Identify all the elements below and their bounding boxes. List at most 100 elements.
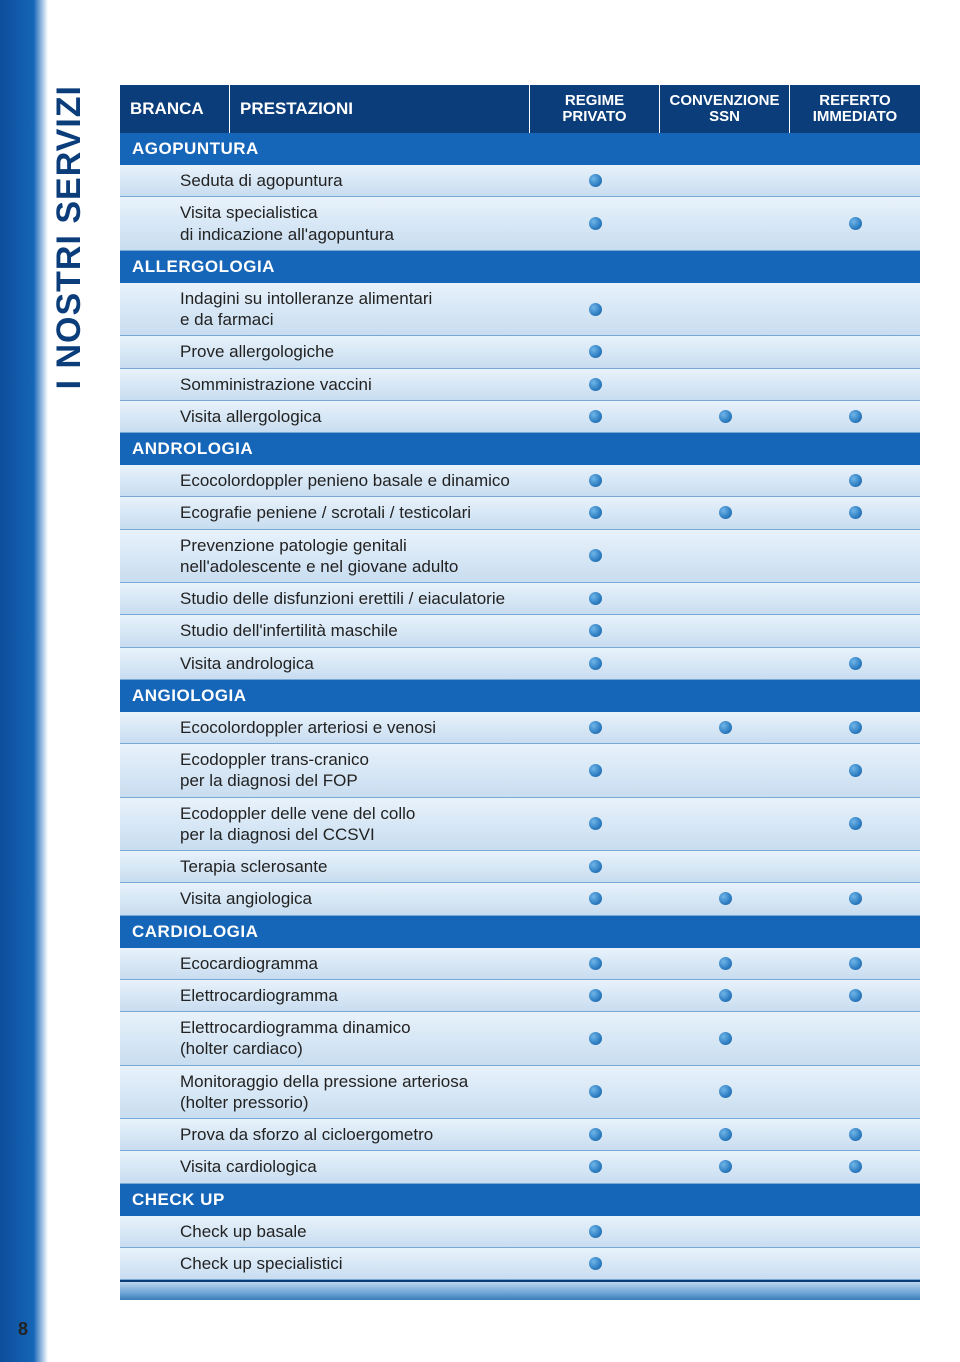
dot-icon [589,549,602,562]
dot-icon [589,217,602,230]
service-label: Ecocardiogramma [120,948,530,979]
dot-icon [589,624,602,637]
header-regime-l2: PRIVATO [562,109,626,126]
dot-icon [589,174,602,187]
dot-cell [530,957,660,970]
table-row: Ecografie peniene / scrotali / testicola… [120,497,920,529]
dot-cell [530,506,660,519]
dot-icon [589,592,602,605]
service-label: Seduta di agopuntura [120,165,530,196]
dot-cell [530,174,660,187]
dot-icon [849,217,862,230]
table-row: Ecocolordoppler arteriosi e venosi [120,712,920,744]
dot-cell [530,1032,660,1045]
dot-icon [849,721,862,734]
dot-cell [660,892,790,905]
dot-icon [719,721,732,734]
dot-icon [589,657,602,670]
table-row: Elettrocardiogramma [120,980,920,1012]
service-label: Visita specialisticadi indicazione all'a… [120,197,530,250]
table-row: Monitoraggio della pressione arteriosa(h… [120,1066,920,1120]
dot-cell [530,474,660,487]
dot-icon [719,1160,732,1173]
page-spine [0,0,48,1362]
vertical-title-text: I NOSTRI SERVIZI [50,85,89,389]
dot-cell [790,764,920,777]
dot-icon [589,721,602,734]
dot-icon [719,989,732,1002]
dot-cell [790,1128,920,1141]
table-row: Visita cardiologica [120,1151,920,1183]
table-row: Somministrazione vaccini [120,369,920,401]
dot-cell [530,378,660,391]
dot-cell [530,657,660,670]
service-label: Monitoraggio della pressione arteriosa(h… [120,1066,530,1119]
dot-cell [790,721,920,734]
service-label: Indagini su intolleranze alimentarie da … [120,283,530,336]
dot-icon [589,764,602,777]
table-header: BRANCA PRESTAZIONI REGIME PRIVATO CONVEN… [120,85,920,133]
dot-cell [530,989,660,1002]
dot-icon [589,817,602,830]
section-header: ANDROLOGIA [120,433,920,465]
dot-icon [719,506,732,519]
table-row: Seduta di agopuntura [120,165,920,197]
table-row: Check up basale [120,1216,920,1248]
dot-cell [530,1257,660,1270]
section-header: CHECK UP [120,1184,920,1216]
section-header: CARDIOLOGIA [120,916,920,948]
dot-icon [589,474,602,487]
header-branca: BRANCA [120,85,230,133]
dot-cell [790,474,920,487]
table-row: Visita specialisticadi indicazione all'a… [120,197,920,251]
table-row: Prevenzione patologie genitalinell'adole… [120,530,920,584]
dot-icon [849,1160,862,1173]
header-conv-l1: CONVENZIONE [669,93,779,110]
service-label: Elettrocardiogramma dinamico(holter card… [120,1012,530,1065]
service-label: Ecografie peniene / scrotali / testicola… [120,497,530,528]
dot-cell [790,657,920,670]
dot-cell [790,817,920,830]
table-row: Visita allergologica [120,401,920,433]
header-ref-l1: REFERTO [819,93,890,110]
header-ref-l2: IMMEDIATO [813,109,897,126]
service-label: Elettrocardiogramma [120,980,530,1011]
dot-cell [530,303,660,316]
dot-icon [849,506,862,519]
dot-icon [589,1085,602,1098]
table-footer-gradient [120,1280,920,1300]
table-row: Elettrocardiogramma dinamico(holter card… [120,1012,920,1066]
service-label: Ecocolordoppler penieno basale e dinamic… [120,465,530,496]
dot-cell [530,592,660,605]
dot-icon [589,957,602,970]
dot-cell [660,989,790,1002]
dot-cell [530,1160,660,1173]
service-label: Ecodoppler delle vene del colloper la di… [120,798,530,851]
dot-icon [589,1032,602,1045]
section-header: AGOPUNTURA [120,133,920,165]
header-convenzione: CONVENZIONE SSN [660,85,790,133]
dot-icon [849,817,862,830]
dot-icon [589,303,602,316]
dot-icon [589,860,602,873]
dot-cell [660,1085,790,1098]
dot-icon [589,1128,602,1141]
table-row: Studio dell'infertilità maschile [120,615,920,647]
dot-icon [719,892,732,905]
dot-cell [790,1160,920,1173]
dot-icon [589,410,602,423]
service-label: Somministrazione vaccini [120,369,530,400]
dot-cell [660,957,790,970]
service-label: Prova da sforzo al cicloergometro [120,1119,530,1150]
page-number: 8 [18,1319,28,1340]
dot-icon [849,764,862,777]
dot-icon [849,410,862,423]
dot-icon [719,1085,732,1098]
service-label: Prevenzione patologie genitalinell'adole… [120,530,530,583]
dot-cell [530,860,660,873]
table-row: Ecocardiogramma [120,948,920,980]
dot-cell [530,345,660,358]
dot-cell [660,410,790,423]
sections-container: AGOPUNTURASeduta di agopunturaVisita spe… [120,133,920,1280]
table-row: Studio delle disfunzioni erettili / eiac… [120,583,920,615]
